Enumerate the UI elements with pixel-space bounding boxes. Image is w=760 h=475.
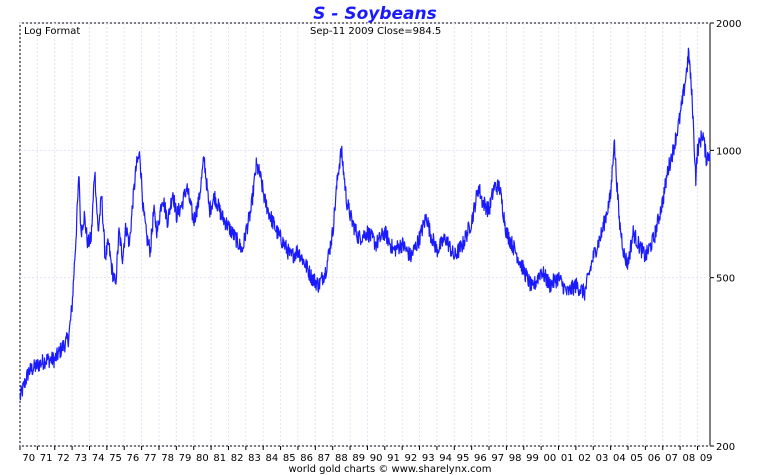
footer-credit: world gold charts © www.sharelynx.com <box>288 464 491 475</box>
x-tick-label: 04 <box>613 453 626 464</box>
x-tick-label: 86 <box>300 453 313 464</box>
y-tick-label: 1000 <box>716 146 741 157</box>
x-tick-label: 76 <box>127 453 140 464</box>
x-tick-label: 89 <box>352 453 365 464</box>
x-tick-label: 88 <box>335 453 348 464</box>
x-tick-label: 02 <box>578 453 591 464</box>
x-tick-label: 73 <box>74 453 87 464</box>
x-tick-label: 96 <box>474 453 487 464</box>
x-tick-label: 00 <box>543 453 556 464</box>
x-tick-label: 99 <box>526 453 539 464</box>
x-tick-label: 06 <box>648 453 661 464</box>
x-tick-label: 93 <box>422 453 435 464</box>
x-tick-label: 74 <box>92 453 105 464</box>
x-tick-label: 97 <box>491 453 504 464</box>
x-tick-label: 90 <box>370 453 383 464</box>
y-axis: 2000 1000 500 200 <box>710 19 741 453</box>
series-group <box>19 47 711 401</box>
x-tick-label: 72 <box>57 453 70 464</box>
x-tick-label: 03 <box>596 453 609 464</box>
x-tick-label: 05 <box>630 453 643 464</box>
y-tick-label: 2000 <box>716 19 741 30</box>
chart-title: S - Soybeans <box>313 4 437 24</box>
grid-lines <box>19 22 710 447</box>
x-tick-label: 87 <box>318 453 331 464</box>
x-tick-label: 94 <box>439 453 452 464</box>
x-tick-label: 80 <box>196 453 209 464</box>
x-tick-label: 95 <box>457 453 470 464</box>
x-tick-label: 85 <box>283 453 296 464</box>
series-line-soybeans <box>19 47 711 401</box>
x-tick-label: 70 <box>22 453 35 464</box>
close-info-label: Sep-11 2009 Close=984.5 <box>310 26 441 37</box>
x-tick-label: 07 <box>665 453 678 464</box>
x-tick-label: 71 <box>40 453 53 464</box>
x-tick-label: 91 <box>387 453 400 464</box>
y-tick-label: 200 <box>716 442 735 453</box>
x-tick-label: 84 <box>266 453 279 464</box>
x-tick-label: 75 <box>109 453 122 464</box>
x-tick-label: 08 <box>682 453 695 464</box>
x-tick-label: 83 <box>248 453 261 464</box>
x-tick-label: 78 <box>161 453 174 464</box>
x-tick-label: 77 <box>144 453 157 464</box>
x-tick-label: 79 <box>179 453 192 464</box>
x-axis: 70 71 72 73 74 75 76 77 78 79 80 81 82 83 84 85 86 87 88 89… <box>19 446 713 464</box>
x-tick-label: 92 <box>405 453 418 464</box>
x-tick-label: 82 <box>231 453 244 464</box>
x-tick-label: 81 <box>213 453 226 464</box>
y-tick-label: 500 <box>716 274 735 285</box>
log-format-label: Log Format <box>24 26 80 37</box>
x-tick-label: 98 <box>509 453 522 464</box>
x-tick-label: 09 <box>700 453 713 464</box>
x-tick-label: 01 <box>561 453 574 464</box>
